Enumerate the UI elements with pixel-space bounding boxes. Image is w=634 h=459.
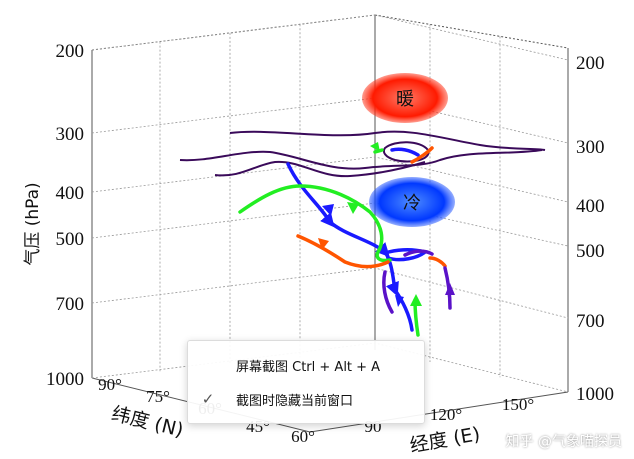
trajectory-orange <box>296 146 447 269</box>
pressure-grid-line <box>91 156 569 203</box>
pressure-tick-left: 200 <box>56 41 85 62</box>
screenshot-context-menu: 屏幕截图 Ctrl + Alt + A ✓ 截图时隐藏当前窗口 <box>187 340 425 424</box>
menu-item-hide-window[interactable]: ✓ 截图时隐藏当前窗口 <box>188 383 424 415</box>
longitude-tick: 120° <box>430 405 462 424</box>
pressure-tick-left: 500 <box>56 229 85 250</box>
arrow-marker <box>322 204 334 216</box>
pressure-tick-right: 300 <box>576 137 605 158</box>
pressure-tick-right: 500 <box>576 241 605 262</box>
pressure-tick-left: 300 <box>56 124 85 145</box>
tick-labels: 200 300 400 500 700 1000 200 300 400 500 700 1000 90… <box>46 41 614 446</box>
check-icon: ✓ <box>201 390 215 408</box>
box-edge <box>309 391 569 433</box>
z-axis-label: 气压 (hPa) <box>23 182 43 265</box>
pressure-tick-right: 200 <box>576 53 605 74</box>
cold-label: 冷 <box>403 193 421 214</box>
latitude-tick: 90° <box>98 375 122 394</box>
arrow-marker <box>370 142 380 152</box>
pressure-grid-line <box>91 14 569 61</box>
contour-line <box>229 130 546 151</box>
longitude-tick: 150° <box>502 395 534 414</box>
pressure-tick-left: 700 <box>56 294 85 315</box>
warm-label: 暖 <box>396 89 414 110</box>
pressure-grid-line <box>91 97 569 144</box>
box-edge <box>374 14 569 49</box>
pressure-tick-right: 1000 <box>576 384 614 405</box>
pressure-tick-left: 1000 <box>46 369 84 390</box>
arrow-marker <box>410 294 422 306</box>
trajectory-arrows <box>318 142 455 307</box>
latitude-tick: 75° <box>146 387 170 406</box>
contour-line <box>382 141 430 163</box>
menu-item-screenshot[interactable]: 屏幕截图 Ctrl + Alt + A <box>188 349 424 381</box>
pressure-grid-line <box>91 267 569 319</box>
x-axis-label: 经度 (E) <box>408 423 482 457</box>
warm-ellipse <box>362 73 448 123</box>
pressure-tick-right: 400 <box>576 196 605 217</box>
arrow-marker <box>347 202 359 214</box>
arrow-marker <box>395 295 404 307</box>
contour-line <box>179 149 543 170</box>
contours-300hpa <box>179 130 546 178</box>
menu-item-label: 屏幕截图 Ctrl + Alt + A <box>236 359 381 375</box>
longitude-tick: 60° <box>291 427 315 446</box>
arrow-marker <box>318 238 329 250</box>
y-axis-label: 纬度 (N) <box>109 403 185 442</box>
contour-line <box>214 160 426 178</box>
arrow-marker <box>445 283 455 295</box>
pressure-tick-right: 700 <box>576 311 605 332</box>
box-edge <box>91 14 376 51</box>
grid-lines <box>91 14 569 393</box>
watermark: 知乎 @气象喵探员 <box>505 434 622 450</box>
menu-item-label: 截图时隐藏当前窗口 <box>236 393 354 409</box>
pressure-tick-left: 400 <box>56 183 85 204</box>
